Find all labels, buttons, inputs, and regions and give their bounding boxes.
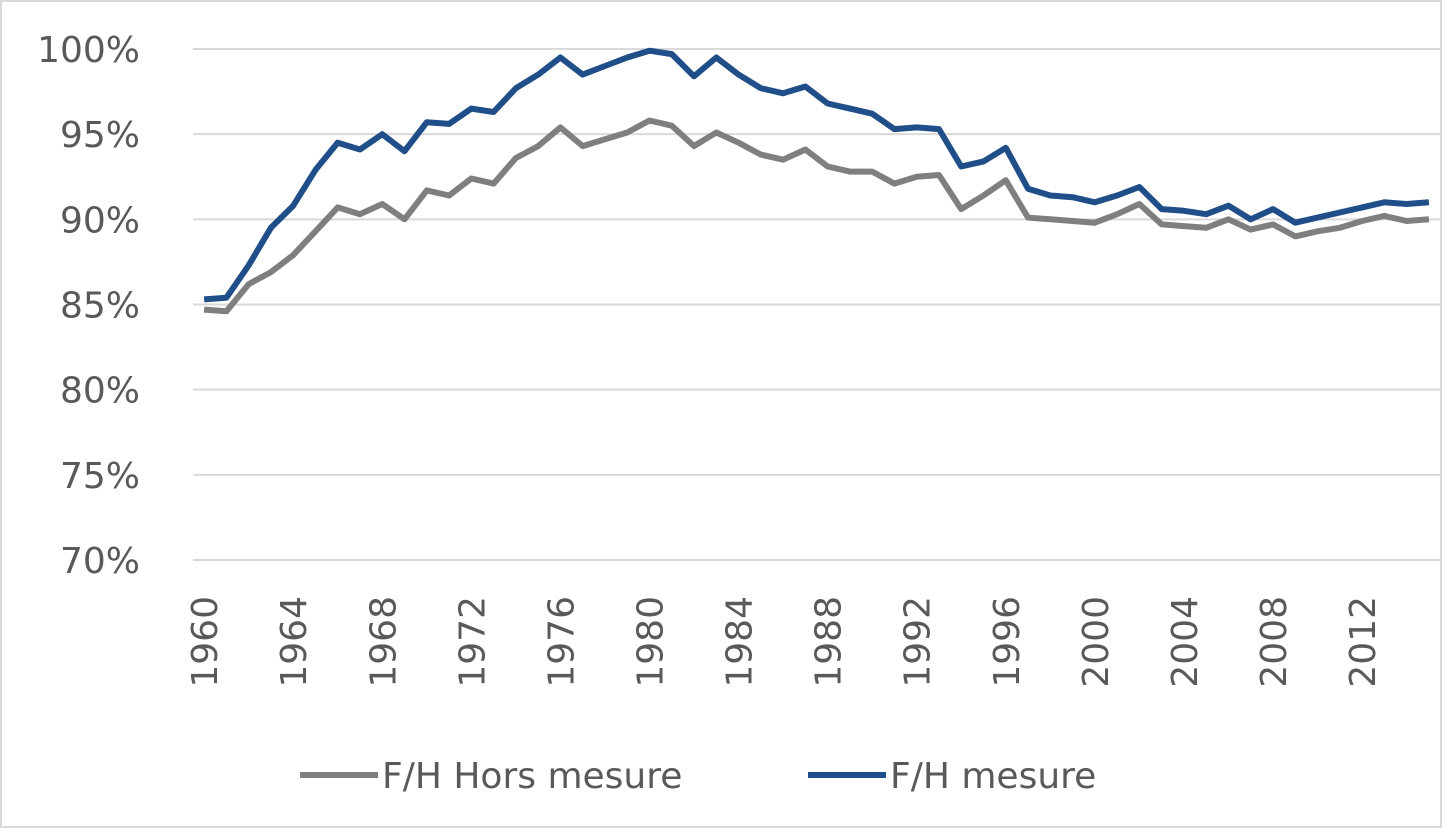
x-tick-label: 1964: [274, 596, 315, 688]
series-line: [203, 47, 1430, 303]
y-tick-label: 80%: [60, 371, 140, 412]
x-tick-label: 1996: [987, 596, 1028, 688]
x-tick-label: 1988: [809, 596, 850, 688]
y-tick-label: 70%: [60, 541, 140, 582]
x-tick-label: 2000: [1076, 596, 1117, 688]
y-tick-label: 100%: [37, 30, 140, 71]
series-line: [203, 117, 1430, 315]
legend-label: F/H Hors mesure: [382, 756, 682, 797]
x-tick-label: 2004: [1165, 596, 1206, 688]
x-tick-label: 1976: [541, 596, 582, 688]
y-tick-label: 90%: [60, 200, 140, 241]
y-tick-label: 75%: [60, 456, 140, 497]
x-tick-label: 1960: [185, 596, 226, 688]
x-tick-label: 1992: [898, 596, 939, 688]
x-tick-label: 1980: [630, 596, 671, 688]
x-tick-label: 2012: [1343, 596, 1384, 688]
legend-label: F/H mesure: [890, 756, 1096, 797]
x-tick-label: 2008: [1254, 596, 1295, 688]
x-tick-label: 1984: [720, 596, 761, 688]
y-tick-label: 95%: [60, 115, 140, 156]
y-tick-label: 85%: [60, 286, 140, 327]
x-tick-label: 1968: [363, 596, 404, 688]
x-tick-label: 1972: [452, 596, 493, 688]
